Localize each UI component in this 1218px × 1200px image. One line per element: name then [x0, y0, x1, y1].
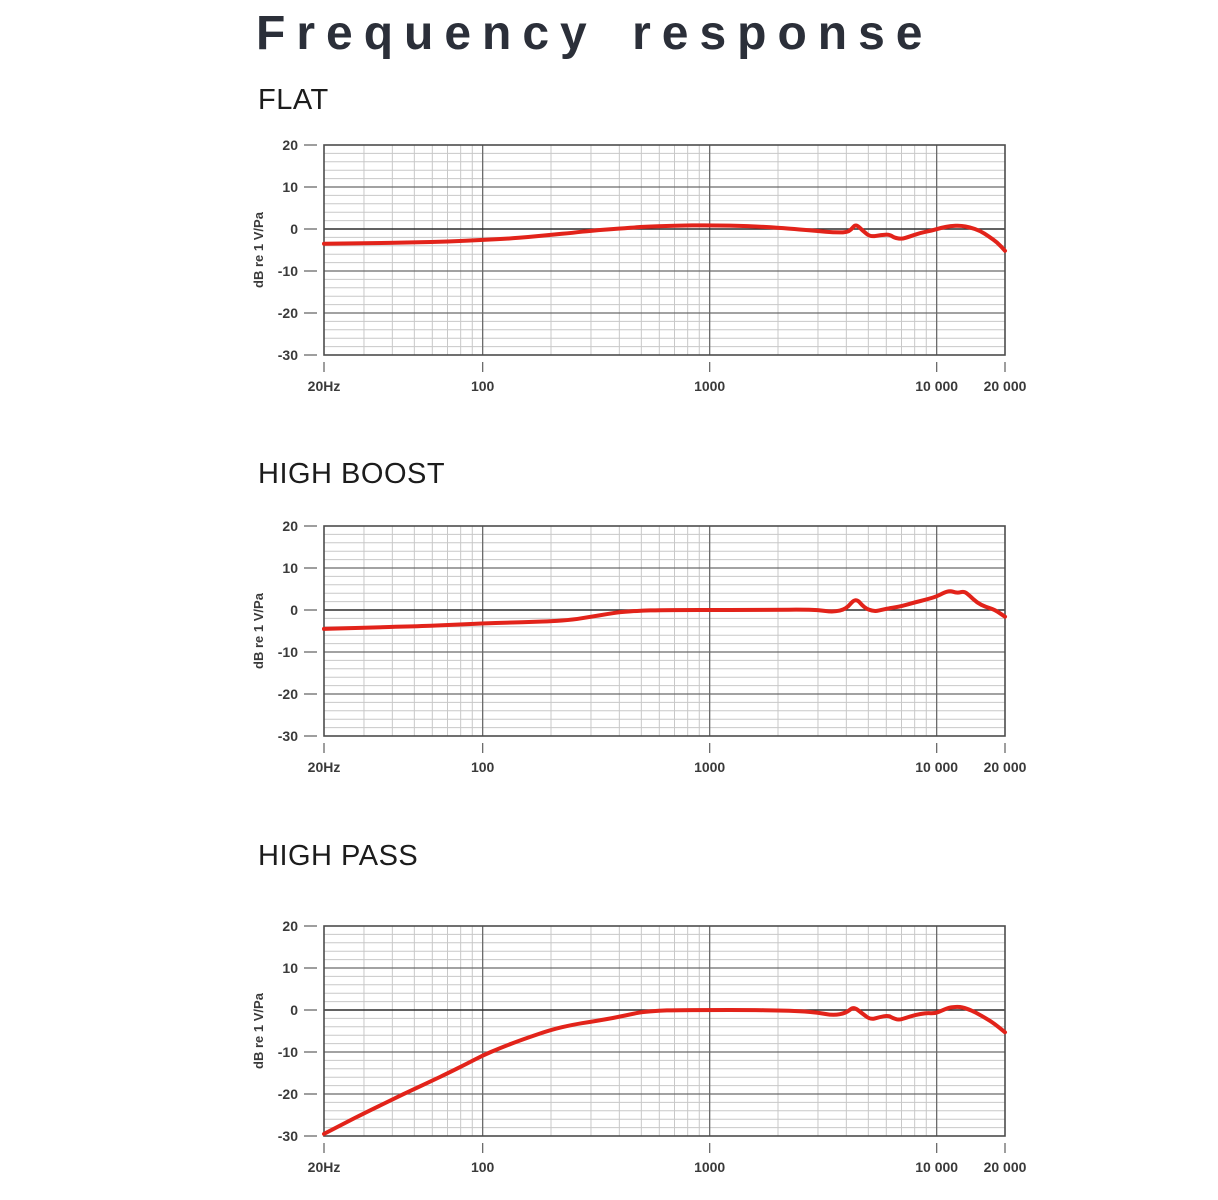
chart-title-flat: FLAT: [258, 83, 329, 116]
y-tick-label: -10: [278, 1044, 298, 1060]
y-tick-label: 20: [282, 918, 298, 934]
x-tick-label: 20Hz: [308, 1159, 341, 1175]
y-axis-title: dB re 1 V/Pa: [251, 993, 266, 1070]
x-tick-label: 20Hz: [308, 759, 341, 775]
y-axis: 20 10 0 -10 -20 -30: [278, 518, 317, 744]
x-tick-label: 100: [471, 1159, 495, 1175]
x-axis: 20Hz 100 1000 10 000 20 000: [308, 742, 1027, 775]
chart-title-high-boost: HIGH BOOST: [258, 457, 446, 490]
y-tick-label: 10: [282, 960, 298, 976]
y-tick-label: 20: [282, 137, 298, 153]
x-tick-label: 20Hz: [308, 378, 341, 394]
y-axis-title: dB re 1 V/Pa: [251, 211, 266, 288]
y-tick-label: -10: [278, 644, 298, 660]
x-tick-label: 100: [471, 759, 495, 775]
x-tick-label: 10 000: [915, 1159, 958, 1175]
chart-canvas-high-boost: 20 10 0 -10 -20 -30 20Hz 100 1000 10 000 20 000 dB …: [245, 516, 1218, 784]
page-title: Frequency response: [256, 7, 934, 60]
y-tick-label: 0: [290, 602, 298, 618]
y-tick-label: 0: [290, 1002, 298, 1018]
y-tick-label: -20: [278, 686, 298, 702]
x-tick-label: 10 000: [915, 378, 958, 394]
y-tick-label: -30: [278, 1128, 298, 1144]
chart-section-high-boost: HIGH BOOST 20 10 0 -10 -20 -30 20Hz 100 1000 10 0…: [0, 457, 1218, 784]
chart-section-flat: FLAT 20 10 0 -10 -20 -30 20Hz 100 1000 10 000 20 0…: [0, 83, 1218, 403]
plot-border: [323, 925, 1006, 1138]
gridlines: [324, 144, 1005, 355]
x-tick-label: 100: [471, 378, 495, 394]
plot-border: [323, 143, 1006, 356]
x-tick-label: 1000: [694, 759, 725, 775]
y-tick-label: 10: [282, 560, 298, 576]
y-tick-label: 0: [290, 221, 298, 237]
chart-section-high-pass: HIGH PASS 20 10 0 -10 -20 -30 20Hz 100 1000 10 00…: [0, 839, 1218, 1185]
x-tick-label: 20 000: [984, 378, 1027, 394]
x-axis: 20Hz 100 1000 10 000 20 000: [308, 1143, 1027, 1175]
y-tick-label: -30: [278, 347, 298, 363]
y-tick-label: -10: [278, 263, 298, 279]
chart-canvas-high-pass: 20 10 0 -10 -20 -30 20Hz 100 1000 10 000 20 000 dB …: [245, 916, 1218, 1184]
x-tick-label: 20 000: [984, 1159, 1027, 1175]
x-tick-label: 1000: [694, 1159, 725, 1175]
y-tick-label: 20: [282, 518, 298, 534]
plot-border: [323, 524, 1006, 737]
frequency-response-curve: [322, 223, 1007, 253]
x-tick-label: 10 000: [915, 759, 958, 775]
y-tick-label: 10: [282, 179, 298, 195]
y-axis-title: dB re 1 V/Pa: [251, 592, 266, 669]
chart-canvas-flat: 20 10 0 -10 -20 -30 20Hz 100 1000 10 000 20 000 dB …: [245, 135, 1218, 403]
x-tick-label: 20 000: [984, 759, 1027, 775]
chart-title-high-pass: HIGH PASS: [258, 839, 419, 872]
y-tick-label: -30: [278, 728, 298, 744]
y-tick-label: -20: [278, 305, 298, 321]
frequency-response-curve: [322, 1005, 1007, 1137]
x-tick-label: 1000: [694, 378, 725, 394]
x-axis: 20Hz 100 1000 10 000 20 000: [308, 361, 1027, 394]
y-tick-label: -20: [278, 1086, 298, 1102]
frequency-response-curve: [322, 588, 1007, 631]
y-axis: 20 10 0 -10 -20 -30: [278, 137, 317, 363]
gridlines: [324, 926, 1005, 1137]
gridlines: [324, 525, 1005, 736]
y-axis: 20 10 0 -10 -20 -30: [278, 918, 317, 1144]
